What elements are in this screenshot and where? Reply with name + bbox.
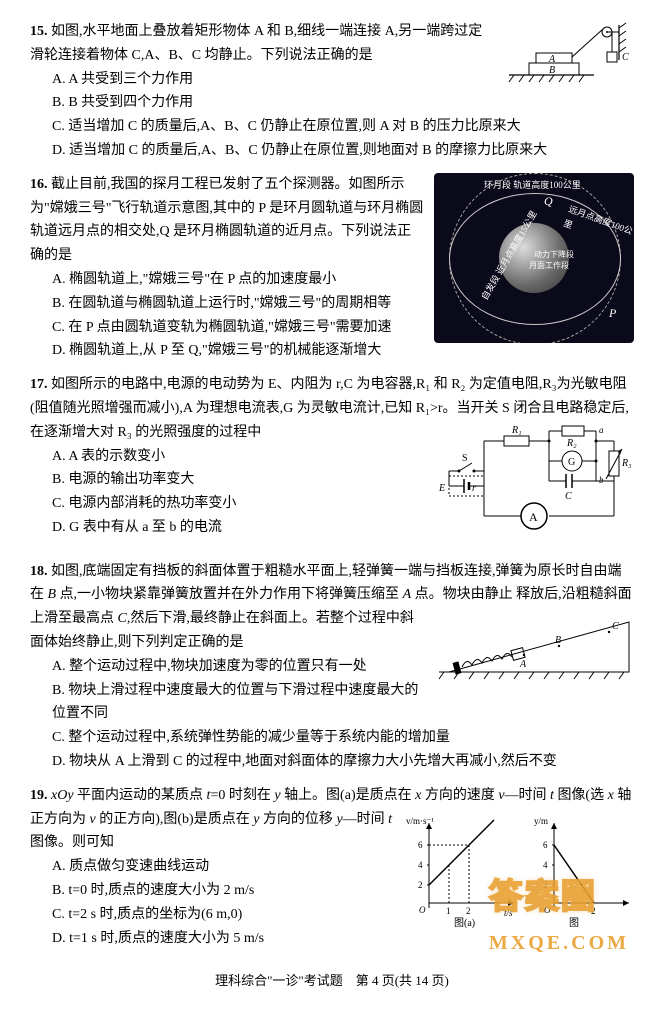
- q19-stem: xOy 平面内运动的某质点 t=0 时刻在 y 轴上。图(a)是质点在 x 方向…: [51, 788, 554, 803]
- svg-text:A: A: [548, 54, 556, 65]
- q16-gaodu1: 轨道高度100公里: [513, 180, 581, 190]
- svg-text:O: O: [419, 905, 426, 915]
- q16-yuemian: 月面工作段: [529, 259, 569, 273]
- svg-text:S: S: [462, 453, 468, 464]
- svg-text:C: C: [612, 621, 619, 632]
- svg-text:r: r: [472, 483, 476, 494]
- q19-number: 19.: [30, 788, 48, 803]
- q18-diagram: A B C: [434, 607, 634, 691]
- svg-text:b: b: [599, 475, 604, 485]
- q18-opt-c: C. 整个运动过程中,系统弹性势能的减少量等于系统内能的增加量: [52, 726, 634, 750]
- q15-opt-c: C. 适当增加 C 的质量后,A、B、C 仍静止在原位置,则 A 对 B 的压力…: [52, 115, 634, 139]
- svg-text:O: O: [544, 905, 551, 915]
- q16-huanyue: 环月段: [484, 180, 511, 190]
- svg-text:2: 2: [466, 906, 471, 916]
- q15-diagram: B A C: [504, 20, 634, 99]
- svg-text:R₂: R₂: [566, 438, 577, 449]
- svg-text:t/s: t/s: [504, 908, 513, 918]
- q16-number: 16.: [30, 177, 48, 192]
- incline-diagram: A B C: [434, 607, 634, 682]
- q16-opt-d: D. 椭圆轨道上,从 P 至 Q,"嫦娥三号"的机械能逐渐增大: [52, 339, 634, 363]
- svg-text:R₁: R₁: [511, 425, 522, 436]
- svg-text:4: 4: [418, 860, 423, 870]
- svg-text:B: B: [555, 635, 561, 646]
- q16-stem: 截止目前,我国的探月工程已发射了五个探测器。如图所示为"嫦娥三号"飞行轨道示意图…: [30, 177, 423, 263]
- svg-text:C: C: [565, 491, 572, 502]
- q18-opt-d: D. 物块从 A 上滑到 C 的过程中,地面对斜面体的摩擦力大小先增大再减小,然…: [52, 750, 634, 774]
- q17-number: 17.: [30, 377, 48, 392]
- pulley-diagram: B A C: [504, 20, 634, 90]
- svg-text:6: 6: [543, 840, 548, 850]
- svg-text:图(a): 图(a): [454, 917, 475, 928]
- svg-text:B: B: [549, 65, 555, 76]
- svg-text:1: 1: [446, 906, 451, 916]
- svg-text:6: 6: [418, 840, 423, 850]
- svg-text:E: E: [438, 483, 445, 494]
- svg-text:图: 图: [569, 917, 579, 928]
- q17-diagram: S R₁ R₂ a G: [434, 421, 634, 550]
- svg-text:R₃: R₃: [621, 458, 632, 469]
- q16-label-P: P: [609, 303, 616, 323]
- graphs-diagram: v/m·s⁻¹ t/s O 2 4 6 1 2 图(a): [404, 808, 634, 928]
- question-18: 18. 如图,底端固定有挡板的斜面体置于粗糙水平面上,轻弹簧一端与挡板连接,弹簧…: [30, 560, 634, 774]
- svg-text:A: A: [519, 659, 527, 670]
- svg-text:C: C: [622, 52, 629, 63]
- question-16: Q P 环月段 轨道高度100公里 远月点高度100公里 自发段 近月点高度15…: [30, 173, 634, 363]
- page-footer: 理科综合"一诊"考试题 第 4 页(共 14 页): [30, 970, 634, 992]
- question-17: 17. 如图所示的电路中,电源的电动势为 E、内阻为 r,C 为电容器,R₁ 和…: [30, 373, 634, 549]
- question-15: B A C 15. 如图,水平地面上叠放着矩形物体 A 和 B,细线一端连接 A…: [30, 20, 634, 163]
- q16-label-Q: Q: [544, 191, 553, 211]
- svg-text:G: G: [568, 457, 575, 468]
- q16-diagram: Q P 环月段 轨道高度100公里 远月点高度100公里 自发段 近月点高度15…: [434, 173, 634, 343]
- svg-text:A: A: [529, 510, 538, 524]
- circuit-diagram: S R₁ R₂ a G: [434, 421, 634, 541]
- svg-text:4: 4: [543, 860, 548, 870]
- svg-text:y/m: y/m: [534, 816, 548, 826]
- q18-number: 18.: [30, 564, 48, 579]
- q15-number: 15.: [30, 24, 48, 39]
- q19-diagram: v/m·s⁻¹ t/s O 2 4 6 1 2 图(a): [404, 808, 634, 937]
- q15-opt-d: D. 适当增加 C 的质量后,A、B、C 仍静止在原位置,则地面对 B 的摩擦力…: [52, 139, 634, 163]
- svg-text:a: a: [599, 425, 604, 435]
- svg-text:2: 2: [543, 880, 548, 890]
- question-19: 19. xOy 平面内运动的某质点 t=0 时刻在 y 轴上。图(a)是质点在 …: [30, 784, 634, 951]
- svg-text:2: 2: [418, 880, 423, 890]
- q15-stem: 如图,水平地面上叠放着矩形物体 A 和 B,细线一端连接 A,另一端跨过定滑轮连…: [30, 24, 482, 63]
- svg-text:v/m·s⁻¹: v/m·s⁻¹: [406, 816, 434, 826]
- svg-text:2: 2: [591, 906, 596, 916]
